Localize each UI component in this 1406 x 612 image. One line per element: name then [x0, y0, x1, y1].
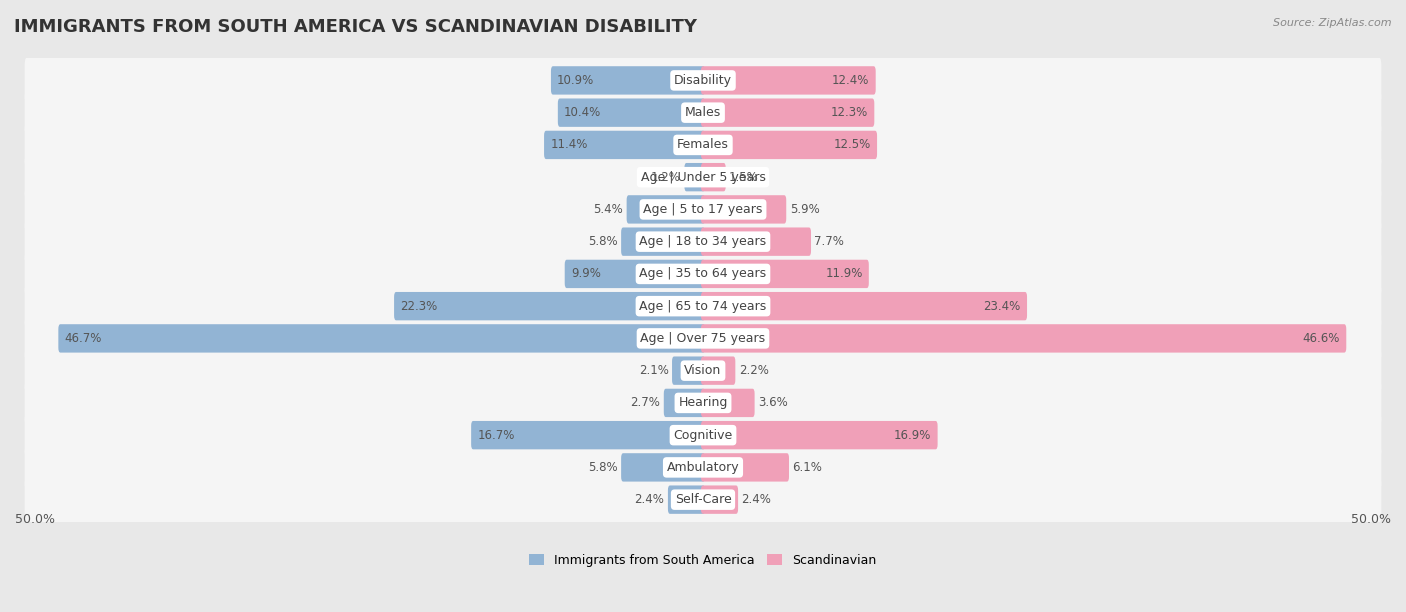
FancyBboxPatch shape — [471, 421, 704, 449]
Text: IMMIGRANTS FROM SOUTH AMERICA VS SCANDINAVIAN DISABILITY: IMMIGRANTS FROM SOUTH AMERICA VS SCANDIN… — [14, 18, 697, 36]
Text: 16.9%: 16.9% — [894, 428, 931, 442]
Text: 7.7%: 7.7% — [814, 235, 845, 248]
FancyBboxPatch shape — [25, 475, 1381, 524]
FancyBboxPatch shape — [544, 131, 704, 159]
FancyBboxPatch shape — [672, 356, 704, 385]
FancyBboxPatch shape — [25, 250, 1381, 299]
FancyBboxPatch shape — [702, 195, 786, 223]
FancyBboxPatch shape — [25, 152, 1381, 202]
FancyBboxPatch shape — [25, 411, 1381, 460]
Text: 2.4%: 2.4% — [634, 493, 665, 506]
Text: Disability: Disability — [673, 74, 733, 87]
Text: Age | 5 to 17 years: Age | 5 to 17 years — [644, 203, 762, 216]
Text: Females: Females — [678, 138, 728, 151]
FancyBboxPatch shape — [25, 56, 1381, 105]
Text: 46.7%: 46.7% — [65, 332, 101, 345]
FancyBboxPatch shape — [25, 88, 1381, 137]
Text: Cognitive: Cognitive — [673, 428, 733, 442]
Text: Vision: Vision — [685, 364, 721, 377]
FancyBboxPatch shape — [25, 185, 1381, 234]
FancyBboxPatch shape — [25, 217, 1381, 266]
Text: 23.4%: 23.4% — [984, 300, 1021, 313]
Text: 2.4%: 2.4% — [741, 493, 772, 506]
Text: 10.4%: 10.4% — [564, 106, 602, 119]
Text: 12.3%: 12.3% — [831, 106, 868, 119]
Text: 1.5%: 1.5% — [730, 171, 759, 184]
FancyBboxPatch shape — [621, 453, 704, 482]
Text: 1.2%: 1.2% — [651, 171, 681, 184]
Text: 5.8%: 5.8% — [588, 461, 617, 474]
Text: 12.5%: 12.5% — [834, 138, 870, 151]
Text: Self-Care: Self-Care — [675, 493, 731, 506]
FancyBboxPatch shape — [558, 99, 704, 127]
Text: 11.9%: 11.9% — [825, 267, 863, 280]
FancyBboxPatch shape — [702, 228, 811, 256]
FancyBboxPatch shape — [25, 121, 1381, 170]
FancyBboxPatch shape — [664, 389, 704, 417]
Text: 5.8%: 5.8% — [588, 235, 617, 248]
FancyBboxPatch shape — [685, 163, 704, 192]
Text: 2.1%: 2.1% — [638, 364, 669, 377]
Text: 2.2%: 2.2% — [738, 364, 769, 377]
FancyBboxPatch shape — [702, 453, 789, 482]
FancyBboxPatch shape — [702, 389, 755, 417]
Text: Age | 35 to 64 years: Age | 35 to 64 years — [640, 267, 766, 280]
FancyBboxPatch shape — [702, 259, 869, 288]
Text: 10.9%: 10.9% — [557, 74, 595, 87]
Text: 9.9%: 9.9% — [571, 267, 600, 280]
FancyBboxPatch shape — [702, 66, 876, 95]
FancyBboxPatch shape — [668, 485, 704, 514]
FancyBboxPatch shape — [25, 314, 1381, 363]
Text: 50.0%: 50.0% — [1351, 513, 1391, 526]
FancyBboxPatch shape — [621, 228, 704, 256]
FancyBboxPatch shape — [627, 195, 704, 223]
FancyBboxPatch shape — [565, 259, 704, 288]
Text: 2.7%: 2.7% — [630, 397, 661, 409]
FancyBboxPatch shape — [702, 131, 877, 159]
FancyBboxPatch shape — [25, 443, 1381, 492]
Text: 11.4%: 11.4% — [550, 138, 588, 151]
Text: 6.1%: 6.1% — [793, 461, 823, 474]
FancyBboxPatch shape — [25, 346, 1381, 395]
FancyBboxPatch shape — [702, 356, 735, 385]
FancyBboxPatch shape — [702, 485, 738, 514]
Text: 5.4%: 5.4% — [593, 203, 623, 216]
Text: Age | 18 to 34 years: Age | 18 to 34 years — [640, 235, 766, 248]
FancyBboxPatch shape — [25, 378, 1381, 427]
Text: Hearing: Hearing — [678, 397, 728, 409]
FancyBboxPatch shape — [551, 66, 704, 95]
Text: Age | 65 to 74 years: Age | 65 to 74 years — [640, 300, 766, 313]
FancyBboxPatch shape — [58, 324, 704, 353]
Text: Age | Under 5 years: Age | Under 5 years — [641, 171, 765, 184]
Text: Age | Over 75 years: Age | Over 75 years — [641, 332, 765, 345]
FancyBboxPatch shape — [702, 324, 1347, 353]
Text: Males: Males — [685, 106, 721, 119]
FancyBboxPatch shape — [394, 292, 704, 320]
Text: 5.9%: 5.9% — [790, 203, 820, 216]
Text: 3.6%: 3.6% — [758, 397, 787, 409]
Text: 46.6%: 46.6% — [1303, 332, 1340, 345]
Text: 50.0%: 50.0% — [15, 513, 55, 526]
FancyBboxPatch shape — [702, 421, 938, 449]
Text: Ambulatory: Ambulatory — [666, 461, 740, 474]
Text: 16.7%: 16.7% — [477, 428, 515, 442]
Text: Source: ZipAtlas.com: Source: ZipAtlas.com — [1274, 18, 1392, 28]
FancyBboxPatch shape — [702, 99, 875, 127]
Legend: Immigrants from South America, Scandinavian: Immigrants from South America, Scandinav… — [524, 549, 882, 572]
Text: 22.3%: 22.3% — [401, 300, 437, 313]
FancyBboxPatch shape — [702, 163, 725, 192]
Text: 12.4%: 12.4% — [832, 74, 869, 87]
FancyBboxPatch shape — [702, 292, 1026, 320]
FancyBboxPatch shape — [25, 282, 1381, 330]
